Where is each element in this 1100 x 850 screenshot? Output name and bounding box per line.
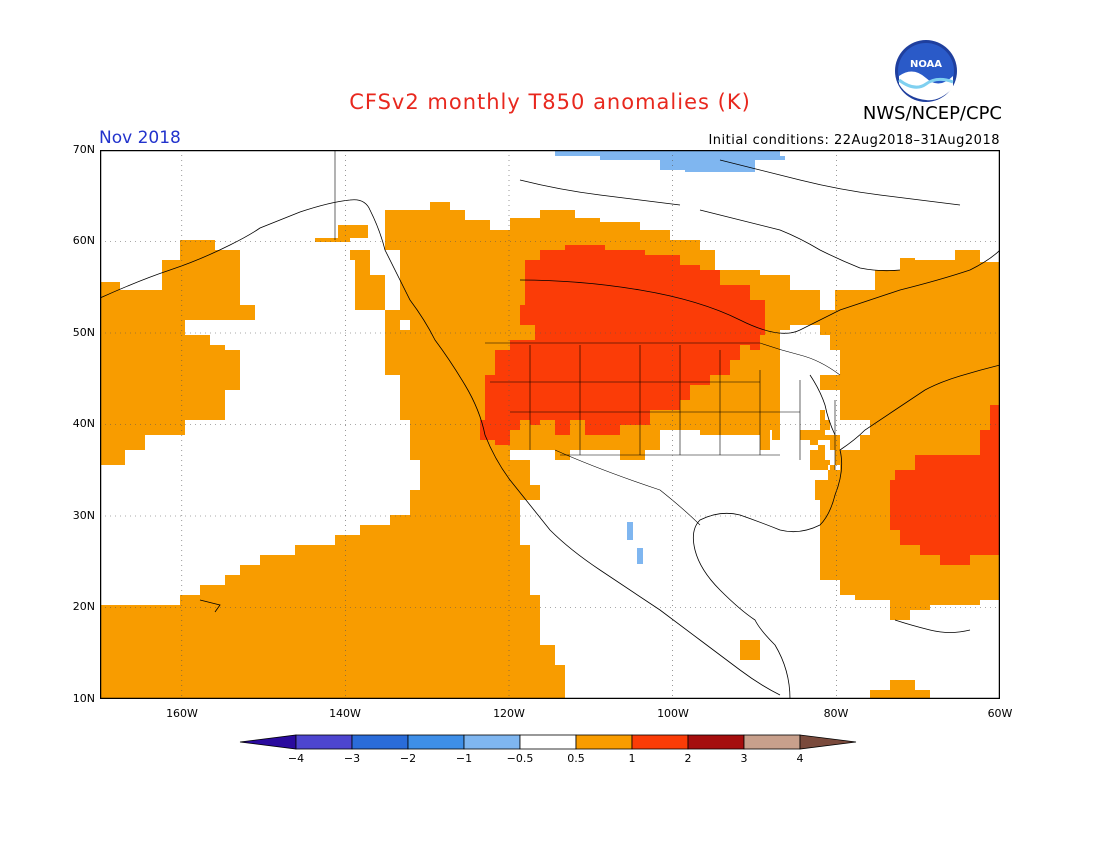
warm-anomaly-se-corner [870,680,930,699]
lat-label: 50N [72,326,95,339]
cool-anomaly-mexico-2 [637,548,643,564]
colorbar-tick-label: 3 [740,752,748,765]
lat-label: 40N [72,417,95,430]
colorbar-cell [295,734,353,750]
lat-label: 70N [72,143,95,156]
noaa-logo-icon: NOAA [895,40,957,102]
colorbar-tick-label: −2 [399,752,417,765]
anomaly-map [100,150,1000,699]
lat-label: 20N [72,600,95,613]
colorbar-tick-label: 2 [684,752,692,765]
colorbar-arrow-low [239,734,297,750]
colorbar-tick-label: 1 [628,752,636,765]
initial-conditions: Initial conditions: 22Aug2018–31Aug2018 [708,133,1000,148]
colorbar-cell [519,734,577,750]
map-frame [100,150,1000,699]
colorbar-cell [575,734,633,750]
lat-label: 10N [72,692,95,705]
valid-month: Nov 2018 [99,128,181,148]
map-title: CFSv2 monthly T850 anomalies (K) [349,90,751,114]
coastlines [100,159,1000,699]
colorbar [239,734,857,750]
cool-anomaly-arctic [555,150,785,172]
lon-label: 160W [166,707,198,720]
colorbar-tick-label: −0.5 [506,752,534,765]
lon-label: 100W [657,707,689,720]
colorbar-tick-label: 0.5 [567,752,585,765]
hot-anomaly-atlantic [890,405,1000,565]
hot-anomaly-central-north [480,245,765,445]
colorbar-arrow-high [799,734,857,750]
cool-anomaly-mexico-1 [627,522,633,540]
warm-anomaly-central-america [740,640,760,660]
lat-label: 60N [72,234,95,247]
colorbar-cell [743,734,801,750]
agency-label: NWS/NCEP/CPC [862,103,1002,124]
colorbar-tick-label: −3 [343,752,361,765]
graticule [100,150,1000,699]
colorbar-cell [687,734,745,750]
warm-anomaly-pacific-south [100,225,565,699]
lon-label: 120W [493,707,525,720]
colorbar-tick-label: −4 [287,752,305,765]
colorbar-cell [631,734,689,750]
colorbar-cell [351,734,409,750]
political-borders [334,150,841,526]
lon-label: 140W [329,707,361,720]
lon-label: 80W [823,707,849,720]
colorbar-cell [463,734,521,750]
logo-text: NOAA [910,59,942,70]
colorbar-tick-label: −1 [455,752,473,765]
lat-label: 30N [72,509,95,522]
lon-label: 60W [987,707,1013,720]
colorbar-cell [407,734,465,750]
warm-anomaly-west [100,240,255,465]
colorbar-tick-label: 4 [796,752,804,765]
